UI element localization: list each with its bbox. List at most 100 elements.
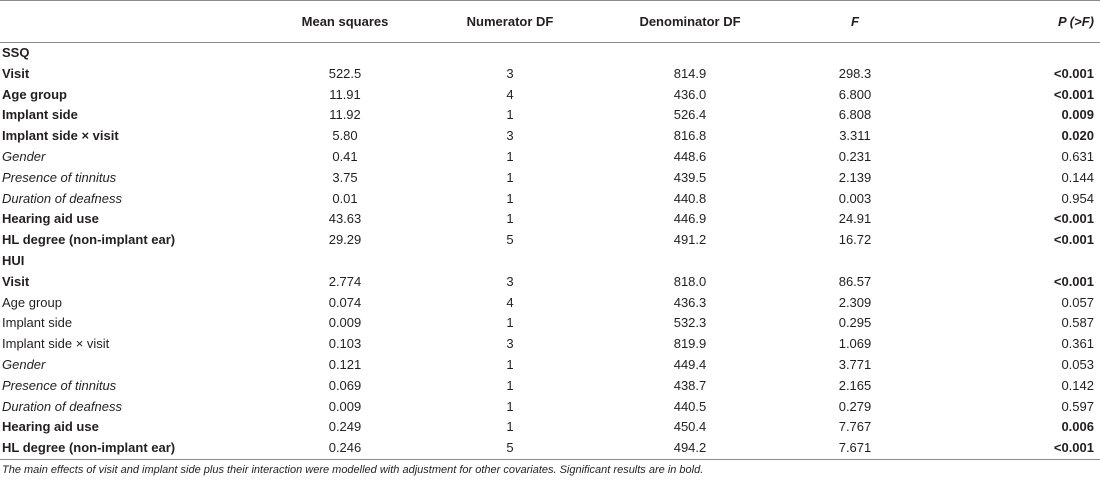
f-value-cell: 2.139 (838, 169, 872, 185)
mean-squares-cell: 29.29 (328, 232, 362, 248)
mean-squares-cell: 3.75 (332, 169, 358, 185)
denominator-df-cell: 816.8 (673, 128, 707, 144)
denominator-df-cell: 494.2 (600, 438, 780, 460)
header-f: F (780, 0, 930, 43)
p-value-cell: 0.144 (1061, 169, 1094, 185)
p-value-cell: 0.006 (1061, 419, 1094, 435)
p-value-cell: <0.001 (1053, 273, 1094, 289)
mean-squares-cell: 2.774 (328, 273, 362, 289)
denominator-df-cell: 818.0 (673, 273, 707, 289)
p-value-cell: 0.597 (1061, 398, 1094, 414)
row-label: Presence of tinnitus (2, 377, 117, 393)
denominator-df-cell: 440.5 (673, 398, 707, 414)
numerator-df-cell: 5 (420, 438, 600, 460)
row-label: Implant side (2, 315, 73, 331)
row-label: HL degree (non-implant ear) (2, 232, 176, 248)
table-body: SSQ Visit 522.5 3 814.9 298.3 <0.001 Age group 1… (0, 43, 1100, 460)
f-value-cell: 0.295 (838, 315, 872, 331)
denominator-df-cell: 440.8 (673, 190, 707, 206)
table-row: Age group 11.91 4 436.0 6.800 <0.001 (0, 85, 1100, 106)
denominator-df-cell: 491.2 (673, 232, 707, 248)
denominator-df-cell: 436.0 (673, 86, 707, 102)
f-value-cell: 24.91 (838, 211, 872, 227)
header-denominator-df: Denominator DF (600, 0, 780, 43)
table-row: Implant side × visit 0.103 3 819.9 1.069 0.36… (0, 334, 1100, 355)
row-label: Gender (2, 148, 46, 164)
numerator-df-cell: 3 (506, 128, 514, 144)
p-value-cell: 0.142 (1061, 377, 1094, 393)
f-value-cell: 6.800 (838, 86, 872, 102)
denominator-df-cell: 446.9 (673, 211, 707, 227)
p-value-cell: 0.361 (1061, 336, 1094, 352)
section-header-row: HUI (0, 251, 1100, 272)
denominator-df-cell: 819.9 (673, 336, 707, 352)
numerator-df-cell: 1 (506, 356, 514, 372)
mean-squares-cell: 11.92 (329, 107, 361, 123)
table-row: HL degree (non-implant ear) 0.246 5 494.2 7.… (0, 438, 1100, 460)
denominator-df-cell: 449.4 (673, 356, 707, 372)
p-value-cell: 0.057 (1061, 294, 1094, 310)
f-value-cell: 16.72 (838, 232, 872, 248)
row-label: Gender (2, 356, 46, 372)
row-label: Presence of tinnitus (2, 169, 117, 185)
numerator-df-cell: 1 (506, 377, 514, 393)
numerator-df-cell: 3 (506, 273, 514, 289)
section-title: SSQ (2, 45, 30, 60)
f-value-cell: 1.069 (838, 336, 872, 352)
f-value-cell: 7.671 (780, 438, 930, 460)
table-row: Visit 2.774 3 818.0 86.57 <0.001 (0, 272, 1100, 293)
p-value-cell: <0.001 (1053, 211, 1094, 227)
row-label: Implant side × visit (2, 128, 119, 144)
p-value-cell: 0.587 (1061, 315, 1094, 331)
mean-squares-cell: 5.80 (332, 128, 358, 144)
p-value-cell: 0.631 (1061, 148, 1094, 164)
header-mean-squares: Mean squares (270, 0, 420, 43)
mean-squares-cell: 0.009 (328, 398, 362, 414)
denominator-df-cell: 526.4 (673, 107, 707, 123)
numerator-df-cell: 4 (506, 294, 514, 310)
mean-squares-cell: 0.069 (328, 377, 362, 393)
f-value-cell: 3.771 (838, 356, 872, 372)
mean-squares-cell: 43.63 (328, 211, 362, 227)
denominator-df-cell: 436.3 (673, 294, 707, 310)
table-row: Hearing aid use 43.63 1 446.9 24.91 <0.001 (0, 209, 1100, 230)
row-label: Hearing aid use (2, 419, 99, 435)
row-label: Implant side × visit (2, 336, 110, 352)
mean-squares-cell: 522.5 (328, 65, 362, 81)
mean-squares-cell: 11.91 (329, 86, 361, 102)
f-value-cell: 3.311 (839, 128, 871, 144)
numerator-df-cell: 1 (506, 398, 514, 414)
p-value-cell: 0.009 (1061, 107, 1094, 123)
row-label: Implant side (2, 107, 78, 123)
anova-table: Mean squares Numerator DF Denominator DF… (0, 0, 1100, 460)
table-row: Presence of tinnitus 0.069 1 438.7 2.165 0.14… (0, 376, 1100, 397)
row-label: Hearing aid use (2, 211, 99, 227)
mean-squares-cell: 0.01 (332, 190, 358, 206)
p-value-cell: 0.053 (1061, 356, 1094, 372)
p-value-cell: <0.001 (1053, 86, 1094, 102)
numerator-df-cell: 1 (506, 107, 514, 123)
table-row: Implant side 0.009 1 532.3 0.295 0.587 (0, 313, 1100, 334)
numerator-df-cell: 1 (506, 419, 514, 435)
f-value-cell: 2.165 (838, 377, 872, 393)
numerator-df-cell: 5 (506, 232, 514, 248)
row-label: Age group (2, 294, 62, 310)
numerator-df-cell: 4 (506, 86, 514, 102)
numerator-df-cell: 1 (506, 148, 514, 164)
numerator-df-cell: 3 (506, 336, 514, 352)
denominator-df-cell: 532.3 (673, 315, 707, 331)
row-label: Duration of deafness (2, 398, 122, 414)
row-label: Visit (2, 273, 30, 289)
section-title: HUI (2, 252, 25, 268)
denominator-df-cell: 438.7 (673, 377, 707, 393)
table-row: Age group 0.074 4 436.3 2.309 0.057 (0, 293, 1100, 314)
f-value-cell: 86.57 (838, 273, 872, 289)
numerator-df-cell: 1 (506, 211, 514, 227)
mean-squares-cell: 0.009 (328, 315, 362, 331)
p-value-cell: 0.020 (1061, 128, 1094, 144)
header-label-column (0, 0, 270, 43)
p-value-cell: <0.001 (1053, 232, 1094, 248)
row-label: Age group (2, 86, 67, 102)
mean-squares-cell: 0.074 (328, 294, 362, 310)
